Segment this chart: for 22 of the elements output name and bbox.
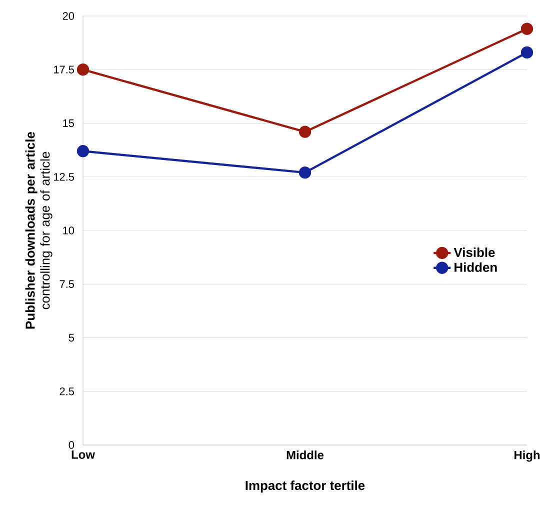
x-tick-label: Middle [286, 450, 324, 460]
y-tick-label: 20 [62, 12, 74, 20]
legend-label: Hidden [454, 262, 497, 272]
point [520, 46, 534, 59]
point [298, 166, 312, 179]
y-tick-label: 12.5 [54, 173, 74, 181]
y-tick-label: 10 [63, 226, 74, 234]
y-axis-title: Publisher downloads per article controlling for age of article [25, 132, 52, 329]
x-axis-title: Impact factor tertile [246, 480, 365, 493]
point [298, 126, 312, 138]
point [76, 145, 90, 158]
point [520, 22, 534, 35]
x-tick-label: High [514, 450, 540, 462]
y-tick-label: 17.5 [54, 66, 74, 74]
y-tick-label: 0 [68, 441, 74, 449]
y-tick-label: 5 [68, 334, 74, 342]
y-tick-label: 2.5 [60, 388, 74, 396]
y-tick-label: 15 [63, 119, 74, 128]
y-tick-label: 7.5 [60, 280, 74, 288]
x-tick-label: Low [72, 450, 95, 459]
legend-label: Visible [454, 248, 495, 258]
point [76, 64, 90, 76]
